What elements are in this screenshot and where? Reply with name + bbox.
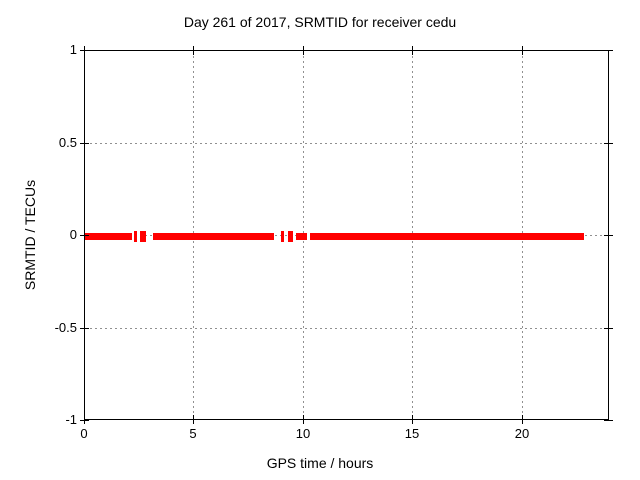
x-tick-mark (303, 415, 304, 424)
y-tick-label: 0.5 (58, 135, 77, 150)
x-tick-mark-top (412, 46, 413, 55)
y-tick-mark-right (604, 143, 613, 144)
x-tick-mark (193, 415, 194, 424)
y-tick-mark (80, 420, 89, 421)
data-segment (296, 233, 307, 240)
data-segment (134, 231, 137, 242)
x-tick-label: 10 (295, 426, 311, 441)
y-tick-label: -0.5 (54, 320, 77, 335)
y-tick-label: 1 (69, 42, 77, 57)
x-tick-mark-top (303, 46, 304, 55)
chart-title: Day 261 of 2017, SRMTID for receiver ced… (183, 14, 457, 30)
y-tick-mark (80, 143, 89, 144)
data-segment (85, 233, 132, 240)
x-tick-mark (522, 415, 523, 424)
x-tick-mark (84, 415, 85, 424)
plot-area (84, 50, 609, 420)
y-tick-mark-right (604, 420, 613, 421)
x-tick-label: 0 (80, 426, 88, 441)
y-tick-mark (80, 50, 89, 51)
y-tick-label: -1 (65, 412, 77, 427)
y-tick-label: 0 (69, 227, 77, 242)
data-segment (153, 233, 274, 240)
y-tick-mark-right (604, 235, 613, 236)
x-tick-mark (412, 415, 413, 424)
data-segment (288, 231, 291, 242)
y-tick-mark (80, 328, 89, 329)
x-tick-label: 20 (514, 426, 530, 441)
gridline-horizontal (85, 143, 608, 144)
y-tick-mark-right (604, 328, 613, 329)
x-axis-label: GPS time / hours (266, 455, 374, 471)
x-tick-mark-top (193, 46, 194, 55)
y-tick-mark (80, 235, 89, 236)
x-tick-label: 15 (404, 426, 420, 441)
data-segment (291, 231, 293, 242)
data-segment (143, 231, 146, 242)
y-tick-mark-right (604, 50, 613, 51)
data-segment (281, 231, 284, 242)
data-segment (140, 231, 143, 242)
data-segment (310, 233, 584, 240)
x-tick-label: 5 (189, 426, 197, 441)
x-tick-mark-top (522, 46, 523, 55)
gridline-horizontal (85, 328, 608, 329)
